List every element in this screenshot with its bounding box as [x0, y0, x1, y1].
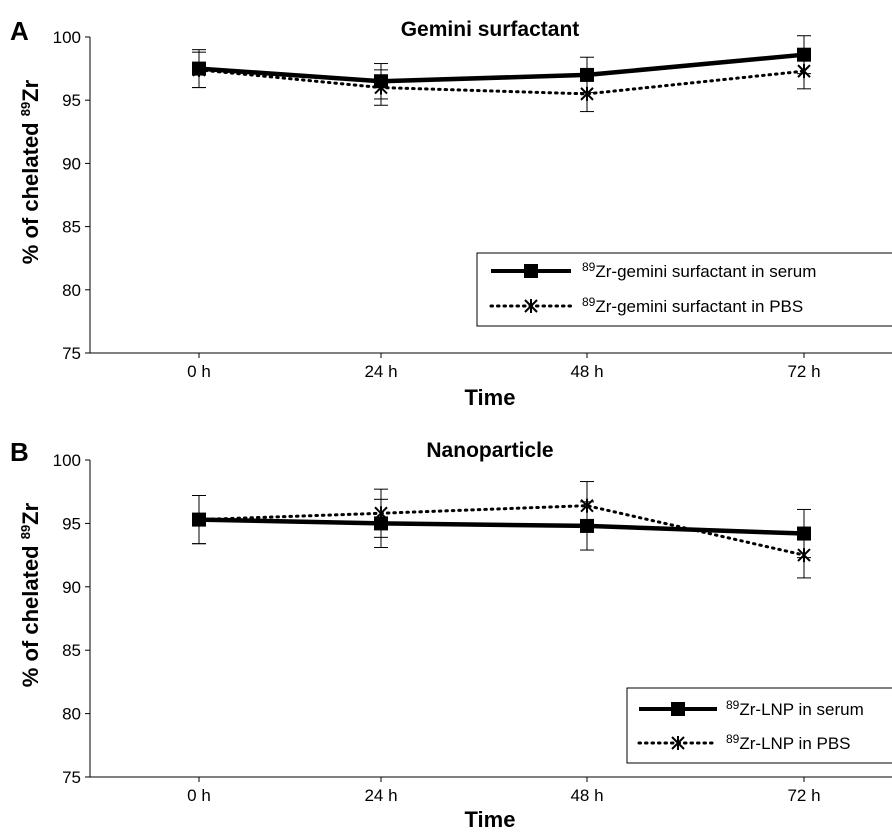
y-tick-label: 85 — [62, 641, 81, 660]
legend-marker-serum-a — [524, 264, 538, 278]
y-axis-label-a: % of chelated 89Zr — [18, 79, 43, 264]
x-tick-label: 48 h — [570, 786, 603, 805]
panel-a: A Gemini surfactant % of chelated 89Zr T… — [10, 16, 892, 410]
legend-label-serum-a: 89Zr-gemini surfactant in serum — [582, 260, 816, 281]
y-tick-label: 100 — [53, 451, 81, 470]
panel-letter-b: B — [10, 437, 29, 467]
x-tick-label: 48 h — [570, 362, 603, 381]
x-tick-label: 24 h — [364, 786, 397, 805]
y-tick-label: 80 — [62, 705, 81, 724]
panel-b: B Nanoparticle % of chelated 89Zr Time 7… — [10, 437, 892, 832]
series-serum — [192, 35, 811, 100]
series-b — [192, 481, 811, 579]
legend-marker-pbs-b — [671, 736, 685, 750]
data-point — [580, 86, 594, 101]
legend-marker-pbs-a — [524, 299, 538, 313]
data-point — [797, 64, 811, 79]
y-tick-label: 95 — [62, 91, 81, 110]
axes-a — [89, 37, 892, 354]
x-axis-label-b: Time — [465, 807, 516, 832]
y-tick-label: 90 — [62, 578, 81, 597]
legend-b: 89Zr-LNP in serum 89Zr-LNP in PBS — [626, 687, 892, 764]
x-tick-label: 0 h — [187, 786, 211, 805]
y-tick-label: 85 — [62, 218, 81, 237]
legend-label-pbs-a: 89Zr-gemini surfactant in PBS — [582, 295, 803, 316]
series-line — [198, 517, 805, 536]
series-serum — [192, 495, 811, 559]
legend-box-b — [626, 687, 892, 764]
y-tick-label: 80 — [62, 281, 81, 300]
ticks-b: 75 80 85 90 95 100 0 h 24 h 48 h 72 h — [53, 451, 821, 805]
series-pbs — [192, 51, 811, 113]
y-tick-label: 95 — [62, 514, 81, 533]
chart-title-a: Gemini surfactant — [401, 18, 580, 41]
legend-box-a — [476, 252, 892, 327]
legend-marker-serum-b — [671, 702, 685, 716]
series-line — [197, 68, 806, 96]
legend-label-pbs-b: 89Zr-LNP in PBS — [726, 732, 851, 753]
y-tick-label: 75 — [62, 344, 81, 363]
x-tick-label: 72 h — [787, 362, 820, 381]
chart-title-b: Nanoparticle — [426, 439, 553, 462]
series-a — [192, 35, 811, 113]
series-pbs — [192, 481, 811, 579]
y-tick-label: 75 — [62, 768, 81, 787]
y-tick-label: 90 — [62, 154, 81, 173]
y-axis-label-b: % of chelated 89Zr — [18, 502, 43, 687]
series-line — [197, 504, 806, 557]
y-tick-label: 100 — [53, 28, 81, 47]
axes-b — [89, 460, 892, 778]
legend-a: 89Zr-gemini surfactant in serum 89Zr-gem… — [476, 252, 892, 327]
panel-letter-a: A — [10, 16, 29, 46]
x-tick-label: 24 h — [364, 362, 397, 381]
x-tick-label: 72 h — [787, 786, 820, 805]
data-point — [192, 62, 206, 77]
x-axis-label-a: Time — [465, 385, 516, 410]
legend-label-serum-b: 89Zr-LNP in serum — [726, 698, 864, 719]
data-point — [580, 498, 594, 513]
data-point — [797, 548, 811, 563]
data-point — [374, 80, 388, 95]
x-tick-label: 0 h — [187, 362, 211, 381]
data-point — [192, 512, 206, 527]
data-point — [374, 506, 388, 521]
data-point — [580, 67, 594, 82]
ticks-a: 75 80 85 90 95 100 0 h 24 h 48 h 72 h — [53, 28, 821, 381]
series-line — [198, 52, 805, 84]
